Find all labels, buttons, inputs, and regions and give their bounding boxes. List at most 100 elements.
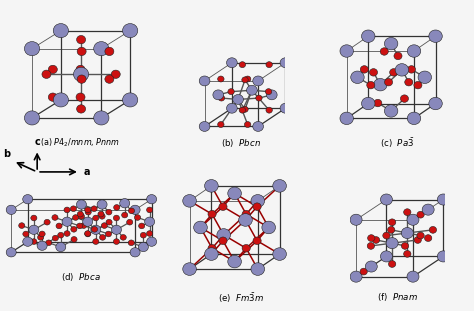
Ellipse shape — [239, 107, 246, 113]
Ellipse shape — [384, 37, 398, 50]
Ellipse shape — [407, 271, 419, 282]
Ellipse shape — [23, 231, 29, 237]
Ellipse shape — [146, 231, 153, 236]
Ellipse shape — [404, 250, 411, 257]
Ellipse shape — [429, 30, 442, 42]
Ellipse shape — [369, 69, 377, 76]
Ellipse shape — [39, 231, 45, 237]
Ellipse shape — [29, 225, 39, 234]
Ellipse shape — [73, 67, 89, 81]
Ellipse shape — [56, 223, 62, 229]
Ellipse shape — [52, 215, 58, 220]
Ellipse shape — [227, 103, 237, 113]
Ellipse shape — [130, 248, 140, 257]
Ellipse shape — [262, 221, 275, 234]
Ellipse shape — [408, 66, 416, 73]
Ellipse shape — [123, 93, 138, 107]
Ellipse shape — [360, 66, 368, 73]
Text: b: b — [3, 149, 10, 159]
Ellipse shape — [414, 237, 421, 244]
Ellipse shape — [128, 240, 134, 246]
Ellipse shape — [242, 210, 250, 218]
Ellipse shape — [390, 69, 398, 76]
Ellipse shape — [417, 211, 424, 218]
Ellipse shape — [242, 106, 248, 112]
Ellipse shape — [31, 239, 37, 244]
Ellipse shape — [438, 194, 449, 205]
Ellipse shape — [24, 42, 40, 56]
Ellipse shape — [407, 112, 421, 125]
Ellipse shape — [208, 244, 216, 252]
Ellipse shape — [208, 210, 216, 218]
Ellipse shape — [425, 235, 432, 241]
Ellipse shape — [93, 215, 99, 221]
Ellipse shape — [58, 232, 64, 238]
Ellipse shape — [76, 65, 85, 74]
Text: (a) $\it{P4_2/mnm}$, $\it{Pnnm}$: (a) $\it{P4_2/mnm}$, $\it{Pnnm}$ — [40, 137, 120, 149]
Ellipse shape — [239, 62, 246, 67]
Ellipse shape — [78, 213, 84, 219]
Ellipse shape — [242, 77, 248, 83]
Ellipse shape — [340, 112, 354, 125]
Ellipse shape — [85, 207, 91, 213]
Ellipse shape — [48, 93, 57, 101]
Ellipse shape — [111, 70, 120, 78]
Ellipse shape — [245, 122, 251, 128]
Ellipse shape — [37, 234, 44, 240]
Ellipse shape — [37, 241, 47, 250]
Ellipse shape — [266, 107, 273, 113]
Ellipse shape — [93, 239, 99, 244]
Ellipse shape — [253, 203, 261, 211]
Ellipse shape — [23, 195, 33, 204]
Ellipse shape — [94, 111, 109, 125]
Ellipse shape — [91, 226, 98, 232]
Ellipse shape — [218, 76, 224, 82]
Ellipse shape — [42, 70, 51, 78]
Ellipse shape — [418, 71, 431, 83]
Ellipse shape — [77, 47, 86, 56]
Ellipse shape — [233, 95, 244, 104]
Ellipse shape — [404, 209, 411, 216]
Ellipse shape — [429, 97, 442, 110]
Ellipse shape — [146, 195, 156, 204]
Ellipse shape — [218, 95, 225, 101]
Ellipse shape — [407, 45, 421, 57]
Ellipse shape — [97, 200, 107, 209]
Ellipse shape — [280, 103, 291, 113]
Ellipse shape — [374, 78, 387, 91]
Ellipse shape — [85, 231, 91, 237]
Ellipse shape — [64, 231, 70, 236]
Ellipse shape — [98, 211, 104, 217]
Ellipse shape — [401, 227, 413, 239]
Ellipse shape — [27, 239, 33, 244]
Ellipse shape — [76, 200, 86, 209]
Ellipse shape — [130, 205, 140, 215]
Ellipse shape — [381, 251, 392, 262]
Ellipse shape — [52, 235, 58, 241]
Text: (d)  $\it{Pbca}$: (d) $\it{Pbca}$ — [61, 271, 100, 283]
Ellipse shape — [146, 237, 156, 246]
Ellipse shape — [362, 97, 375, 110]
Ellipse shape — [71, 226, 77, 232]
Ellipse shape — [105, 75, 114, 83]
Ellipse shape — [242, 244, 250, 252]
Ellipse shape — [145, 217, 155, 226]
Ellipse shape — [429, 226, 437, 233]
Ellipse shape — [199, 76, 210, 86]
Ellipse shape — [140, 232, 146, 238]
Ellipse shape — [438, 251, 449, 262]
Ellipse shape — [6, 205, 16, 215]
Ellipse shape — [128, 208, 135, 214]
Ellipse shape — [273, 179, 286, 192]
Ellipse shape — [380, 48, 388, 55]
Ellipse shape — [77, 105, 86, 113]
Ellipse shape — [350, 271, 362, 282]
Ellipse shape — [64, 207, 70, 213]
Ellipse shape — [77, 223, 83, 229]
Ellipse shape — [253, 122, 264, 131]
Ellipse shape — [127, 219, 133, 225]
Ellipse shape — [253, 76, 264, 86]
Ellipse shape — [401, 95, 409, 102]
Ellipse shape — [368, 235, 375, 241]
Ellipse shape — [245, 76, 251, 82]
